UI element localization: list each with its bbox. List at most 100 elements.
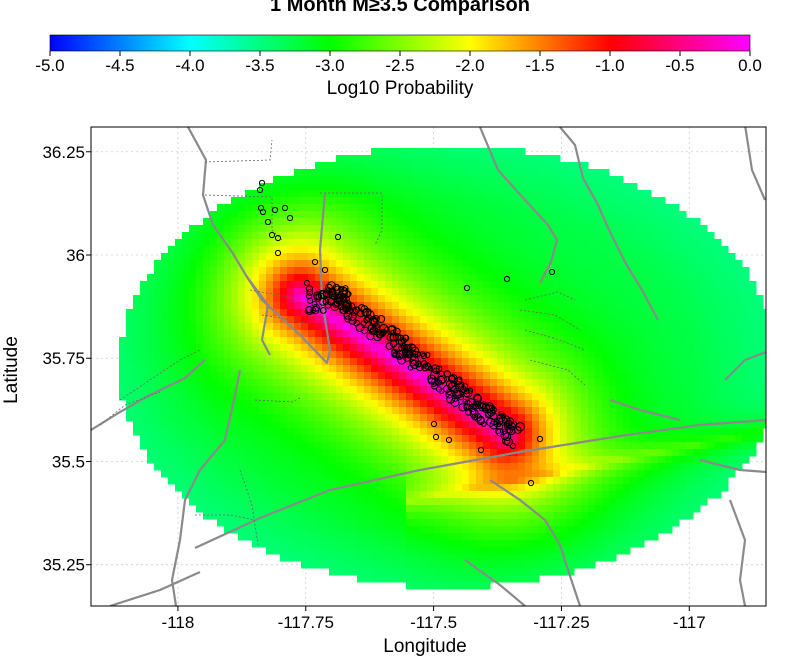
minor-fault-trace <box>99 391 161 426</box>
epicenter-marker <box>360 305 369 313</box>
colorbar-tick-label: -4.0 <box>175 56 204 75</box>
epicenter-marker <box>500 430 510 440</box>
epicenter-marker <box>319 307 327 314</box>
epicenter-marker <box>365 314 373 322</box>
epicenter-marker <box>268 231 276 239</box>
y-tick-label: 35.25 <box>42 556 85 575</box>
fault-trace <box>187 127 271 356</box>
epicenter-marker <box>484 402 494 412</box>
epicenter-marker <box>458 394 465 401</box>
epicenter-marker <box>443 384 452 393</box>
epicenter-marker <box>394 334 402 342</box>
minor-fault-trace <box>529 359 586 386</box>
epicenter-marker <box>264 218 272 226</box>
epicenter-marker <box>328 287 337 296</box>
epicenter-marker <box>420 352 428 360</box>
epicenter-marker <box>429 370 439 380</box>
colorbar-tick-label: -3.5 <box>245 56 274 75</box>
epicenter-marker <box>527 479 535 487</box>
epicenter-marker <box>415 363 424 372</box>
epicenter-marker <box>305 285 314 293</box>
fault-trace <box>91 359 206 431</box>
minor-fault-trace <box>524 329 586 351</box>
epicenter-marker <box>495 428 504 437</box>
fault-lines <box>91 127 766 606</box>
epicenter-marker <box>445 390 454 399</box>
fault-trace <box>724 350 766 381</box>
minor-fault-trace <box>524 291 576 301</box>
epicenter-marker <box>405 350 414 359</box>
x-axis-label: Longitude <box>383 636 467 657</box>
x-tick-label: -117.75 <box>278 613 334 632</box>
colorbar-tick-label: -2.5 <box>385 56 414 75</box>
epicenter-marker <box>458 381 465 388</box>
fault-trace <box>609 398 681 422</box>
colorbar-tick-label: -1.0 <box>595 56 624 75</box>
colorbar-ticks: -5.0 -4.5 -4.0 -3.5 -3.0 -2.5 -2.0 -1.5 -1.0 -0.5… <box>35 51 762 75</box>
epicenter-marker <box>378 330 386 338</box>
epicenter-marker <box>466 387 474 395</box>
epicenter-marker <box>370 318 379 327</box>
epicenter-marker <box>341 302 351 311</box>
epicenter-marker <box>402 349 410 357</box>
epicenter-marker <box>445 436 453 444</box>
epicenter-marker <box>484 411 492 419</box>
epicenter-marker <box>509 442 517 450</box>
minor-fault-trace <box>239 469 259 546</box>
epicenter-marker <box>377 315 386 323</box>
fault-trace <box>194 418 766 549</box>
epicenter-marker <box>311 305 320 315</box>
epicenter-marker <box>281 204 289 212</box>
epicenter-marker <box>397 355 407 365</box>
epicenter-marker <box>286 214 294 222</box>
epicenter-marker <box>473 399 480 406</box>
epicenter-marker <box>334 233 342 241</box>
epicenter-marker <box>306 297 314 304</box>
epicenter-marker <box>455 382 465 392</box>
colorbar-tick-label: -2.0 <box>455 56 484 75</box>
x-tick-label: -118 <box>162 613 195 632</box>
epicenter-marker <box>453 387 462 397</box>
epicenter-marker <box>386 333 395 342</box>
epicenter-marker <box>372 315 380 323</box>
epicenter-marker <box>451 395 459 402</box>
epicenter-marker <box>258 179 266 187</box>
epicenter-marker <box>458 388 466 396</box>
epicenter-marker <box>438 374 447 384</box>
colorbar-tick-label: -1.5 <box>525 56 554 75</box>
epicenter-marker <box>311 258 319 266</box>
epicenter-marker <box>256 186 264 194</box>
colorbar-tick-label: -0.5 <box>665 56 694 75</box>
epicenter-marker <box>471 402 478 409</box>
epicenter-marker <box>385 342 394 350</box>
epicenter-marker <box>344 315 352 323</box>
epicenter-marker <box>348 312 357 321</box>
y-axis-label: Latitude <box>1 336 22 404</box>
epicenter-marker <box>274 234 282 242</box>
epicenter-marker <box>397 334 404 341</box>
epicenter-marker <box>271 206 279 214</box>
epicenter-marker <box>368 328 375 335</box>
epicenter-marker <box>495 422 504 431</box>
epicenter-marker <box>415 360 422 367</box>
epicenter-marker <box>536 435 544 443</box>
epicenter-marker <box>397 338 405 346</box>
epicenter-marker <box>390 348 397 355</box>
minor-fault-trace <box>204 194 283 241</box>
epicenter-marker <box>488 404 496 412</box>
epicenter-marker <box>473 394 483 403</box>
y-tick-label: 36 <box>66 246 85 265</box>
epicenter-marker <box>463 284 471 292</box>
epicenter-marker <box>436 375 446 385</box>
epicenter-marker <box>423 362 431 370</box>
epicenter-marker <box>343 300 352 309</box>
fault-trace <box>559 127 659 321</box>
y-tick-label: 36.25 <box>42 143 85 162</box>
epicenter-marker <box>513 426 522 434</box>
fault-trace <box>478 127 559 284</box>
fault-trace <box>246 192 332 365</box>
epicenter-marker <box>494 428 502 435</box>
epicenter-marker <box>312 303 321 312</box>
epicenter-marker <box>479 401 488 410</box>
epicenter-marker <box>330 293 338 301</box>
